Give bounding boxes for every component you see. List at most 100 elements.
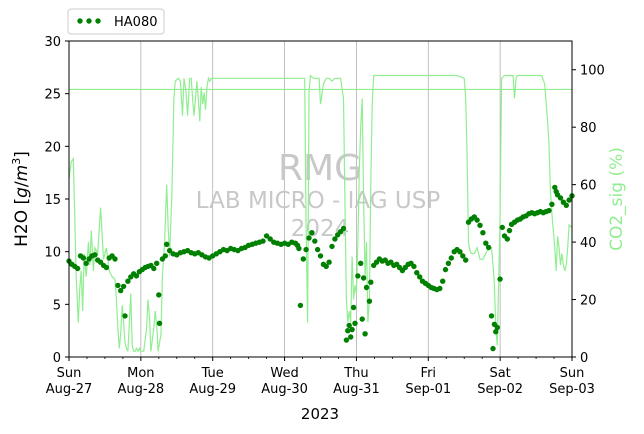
h2o-point [103, 264, 110, 271]
h2o-point [483, 240, 489, 246]
h2o-point [460, 253, 466, 259]
watermark-line1: RMG [278, 148, 362, 189]
x-axis-ticks: SunAug-27MonAug-28TueAug-29WedAug-30ThuA… [46, 357, 595, 397]
h2o-point [437, 285, 443, 292]
h2o-point [343, 337, 350, 343]
legend-marker-dot-2 [95, 18, 101, 24]
h2o-point [345, 328, 351, 334]
h2o-point [546, 207, 552, 214]
h2o-point [317, 253, 324, 259]
x-tick-date-7: Sep-03 [549, 382, 595, 397]
y-left-tick-label-0: 0 [53, 351, 61, 366]
h2o-point [360, 275, 367, 281]
x-tick-date-0: Aug-27 [46, 382, 93, 397]
h2o-point [267, 236, 273, 242]
h2o-point [346, 322, 352, 329]
h2o-point [133, 273, 140, 279]
y-right-tick-label-0: 0 [580, 351, 588, 366]
y-axis-label-left: H2O [g/m3] [10, 151, 32, 247]
h2o-point [417, 274, 423, 280]
h2o-point [563, 202, 569, 208]
h2o-point [332, 236, 338, 242]
right-axis-ticks: 0 20 40 60 80 100 [572, 64, 605, 366]
x-tick-date-5: Sep-01 [405, 382, 451, 397]
h2o-point [120, 283, 127, 290]
h2o-point [363, 284, 370, 291]
h2o-point [493, 329, 499, 335]
h2o-point [494, 324, 500, 331]
x-tick-date-2: Aug-29 [189, 382, 236, 397]
x-tick-weekday-0: Sun [57, 366, 82, 381]
co2-series [68, 74, 573, 353]
h2o-point [306, 235, 312, 241]
h2o-point [488, 313, 495, 319]
h2o-point [260, 238, 266, 244]
legend-marker [77, 18, 101, 24]
h2o-point [549, 201, 555, 207]
h2o-point [359, 316, 365, 322]
h2o-point [329, 243, 335, 250]
h2o-series [66, 184, 575, 352]
h2o-point [162, 253, 168, 259]
h2o-point [164, 241, 170, 247]
h2o-point [92, 252, 98, 258]
h2o-point [355, 273, 361, 279]
x-tick-weekday-2: Tue [201, 366, 224, 381]
h2o-point [326, 259, 332, 265]
x-tick-weekday-1: Mon [127, 366, 154, 381]
h2o-point [300, 256, 306, 262]
h2o-point [368, 279, 374, 285]
h2o-point [350, 304, 357, 311]
y-left-tick-label-5: 25 [44, 88, 61, 103]
h2o-point [156, 292, 162, 298]
h2o-point [485, 244, 492, 251]
legend: HA080 [67, 8, 165, 35]
x-tick-date-6: Sep-02 [477, 382, 523, 397]
h2o-point [80, 255, 87, 261]
h2o-point [151, 265, 157, 272]
y-right-tick-label-2: 40 [580, 236, 597, 251]
x-tick-weekday-5: Fri [421, 366, 437, 381]
h2o-point [477, 222, 483, 228]
h2o-point [557, 195, 564, 201]
h2o-point [125, 278, 131, 284]
h2o-point [358, 260, 364, 266]
x-tick-weekday-6: Sat [489, 366, 510, 381]
y-right-tick-label-3: 60 [580, 179, 597, 194]
h2o-point [480, 230, 486, 236]
h2o-point [414, 270, 420, 276]
h2o-point [303, 246, 309, 253]
x-tick-date-4: Aug-31 [333, 382, 380, 397]
y-left-tick-label-1: 5 [53, 298, 61, 313]
h2o-point [457, 249, 463, 255]
h2o-point [156, 320, 163, 326]
h2o-point [497, 276, 503, 282]
left-axis-ticks: 0 5 10 15 20 25 30 [44, 35, 69, 366]
y-left-tick-label-6: 30 [44, 35, 61, 50]
legend-box [67, 8, 165, 35]
x-tick-weekday-4: Thu [343, 366, 368, 381]
h2o-point [74, 265, 81, 272]
h2o-point [296, 245, 302, 252]
y-right-tick-label-5: 100 [580, 64, 605, 79]
h2o-point [362, 331, 368, 337]
h2o-point [349, 326, 355, 333]
x-tick-date-3: Aug-30 [261, 382, 308, 397]
h2o-point [366, 298, 373, 304]
h2o-point [352, 320, 358, 326]
h2o-point [445, 260, 452, 266]
h2o-point [314, 246, 321, 253]
h2o-point [440, 278, 446, 284]
y-left-tick-label-4: 20 [44, 140, 61, 155]
x-tick-date-1: Aug-28 [118, 382, 165, 397]
h2o-point [474, 217, 480, 223]
h2o-point [504, 236, 510, 242]
y-axis-label-right: CO2_sig (%) [607, 147, 627, 251]
h2o-point [112, 256, 118, 262]
h2o-point [490, 345, 496, 352]
y-left-tick-label-2: 10 [44, 246, 61, 261]
h2o-point [166, 247, 173, 254]
h2o-point [499, 224, 505, 231]
